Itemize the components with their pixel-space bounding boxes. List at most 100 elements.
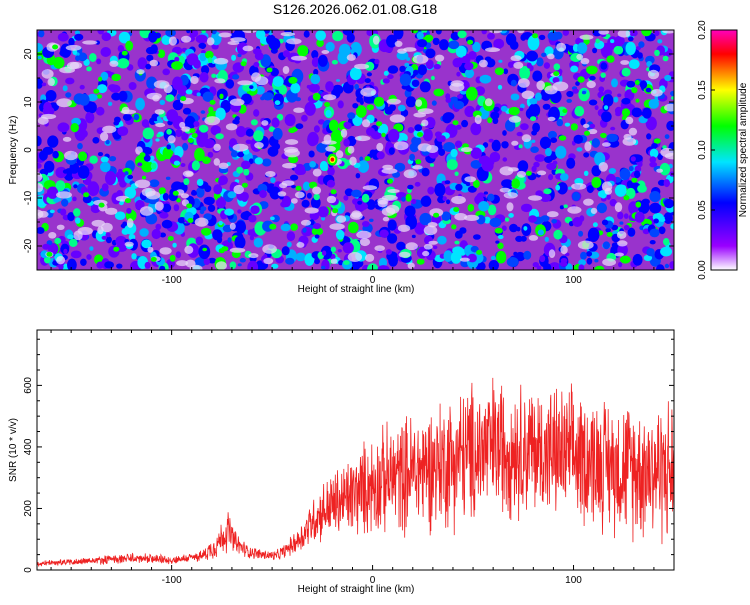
heatmap-cell xyxy=(202,91,214,102)
heatmap-cell xyxy=(247,260,259,270)
heatmap-cell xyxy=(493,38,505,49)
heatmap-low-cell xyxy=(312,168,322,177)
heatmap-high-cell xyxy=(167,150,174,156)
heatmap-cell xyxy=(219,93,224,100)
heatmap-cell xyxy=(606,55,615,63)
heatmap-cell xyxy=(662,55,669,62)
heatmap-cell xyxy=(159,232,166,238)
heatmap-cell xyxy=(290,82,301,94)
heatmap-cell xyxy=(543,62,551,69)
heatmap-cell xyxy=(159,212,169,219)
heatmap-low-cell xyxy=(382,216,390,222)
heatmap-cell xyxy=(638,41,645,48)
heatmap-low-cell xyxy=(584,141,592,152)
heatmap-cell xyxy=(90,204,101,214)
heatmap-cell xyxy=(481,160,494,172)
heatmap-cell xyxy=(68,238,78,247)
heatmap-cell xyxy=(274,100,281,106)
heatmap-cell xyxy=(623,213,629,219)
heatmap-cell xyxy=(37,42,43,53)
heatmap-low-cell xyxy=(181,35,192,43)
heatmap-low-cell xyxy=(194,217,209,227)
y-tick-label: 600 xyxy=(23,377,34,394)
heatmap-high-cell xyxy=(330,189,337,195)
heatmap-cell xyxy=(230,150,239,158)
heatmap-cell xyxy=(72,196,77,202)
heatmap-cell xyxy=(100,47,112,57)
colorbar-tick-label: 0.10 xyxy=(697,140,708,160)
heatmap-cell xyxy=(411,198,417,205)
heatmap-cell xyxy=(567,186,572,190)
heatmap-cell xyxy=(497,234,504,240)
heatmap-cell xyxy=(294,163,306,176)
heatmap-low-cell xyxy=(300,219,312,226)
heatmap-low-cell xyxy=(37,172,43,182)
heatmap-cell xyxy=(359,99,364,105)
heatmap-cell xyxy=(503,68,509,75)
heatmap-cell xyxy=(362,221,370,227)
heatmap-cell xyxy=(388,128,400,143)
heatmap-cell xyxy=(203,196,215,206)
heatmap-cell xyxy=(478,201,490,212)
heatmap-cell xyxy=(407,205,413,211)
heatmap-cell xyxy=(205,50,214,59)
x-tick-label: -100 xyxy=(162,575,182,586)
heatmap-y-label: Frequency (Hz) xyxy=(8,116,19,185)
x-tick-label: 100 xyxy=(565,275,582,286)
heatmap-cell xyxy=(513,251,518,256)
heatmap-cell xyxy=(55,166,67,179)
heatmap-cell xyxy=(434,183,446,197)
heatmap-cell xyxy=(237,151,245,158)
heatmap-cell xyxy=(457,30,467,39)
heatmap-cell xyxy=(459,248,466,256)
heatmap-cell xyxy=(337,50,349,65)
heatmap-high-cell xyxy=(218,248,225,254)
heatmap-cell xyxy=(583,152,590,158)
heatmap-cell xyxy=(326,179,336,188)
heatmap-high-cell xyxy=(631,177,638,183)
heatmap-cell xyxy=(200,110,206,114)
heatmap-cell xyxy=(507,61,514,68)
heatmap-low-cell xyxy=(528,235,539,241)
heatmap-cell xyxy=(649,228,660,238)
heatmap-cell xyxy=(537,229,545,236)
heatmap-cell xyxy=(318,54,328,67)
heatmap-low-cell xyxy=(225,123,238,131)
heatmap-cell xyxy=(635,201,642,208)
heatmap-low-cell xyxy=(100,131,109,142)
heatmap-cell xyxy=(253,237,264,248)
heatmap-low-cell xyxy=(421,119,429,127)
heatmap-cell xyxy=(572,191,581,201)
heatmap-cell xyxy=(416,258,425,265)
heatmap-high-cell xyxy=(415,159,422,165)
heatmap-cell xyxy=(285,257,295,265)
heatmap-low-cell xyxy=(204,116,221,126)
heatmap-cell xyxy=(443,250,453,262)
heatmap-cell xyxy=(105,232,111,238)
heatmap-cell xyxy=(543,188,552,195)
heatmap-cell xyxy=(331,59,338,65)
heatmap-cell xyxy=(321,216,326,221)
heatmap-cell xyxy=(131,253,137,260)
heatmap-low-cell xyxy=(435,54,445,62)
heatmap-cell xyxy=(422,128,433,142)
heatmap-cell xyxy=(366,104,375,111)
heatmap-cell xyxy=(405,96,417,108)
heatmap-low-cell xyxy=(185,171,194,176)
heatmap-high-cell xyxy=(172,190,179,196)
heatmap-cell xyxy=(100,71,109,81)
heatmap-cell xyxy=(516,131,523,137)
snr-panel: -100 0 100 0 200 400 600 Height of straight l… xyxy=(8,329,675,595)
heatmap-cell xyxy=(330,246,337,253)
heatmap-low-cell xyxy=(622,137,637,146)
heatmap-low-cell xyxy=(376,142,384,152)
heatmap-cell xyxy=(497,84,503,90)
heatmap-cell xyxy=(377,265,390,270)
heatmap-low-cell xyxy=(37,209,44,219)
heatmap-cell xyxy=(318,119,325,125)
heatmap-high-cell xyxy=(376,121,383,127)
heatmap-cell xyxy=(580,118,586,126)
heatmap-high-cell xyxy=(467,39,474,45)
heatmap-cell xyxy=(484,56,492,62)
heatmap-cell xyxy=(151,228,161,240)
